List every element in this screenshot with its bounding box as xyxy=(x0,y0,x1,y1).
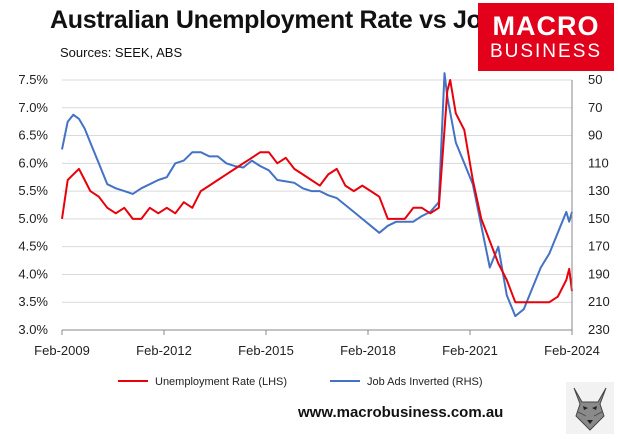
wolf-mascot-icon xyxy=(566,382,614,434)
x-tick-label: Feb-2012 xyxy=(136,343,192,358)
macrobusiness-logo: MACRO BUSINESS xyxy=(478,3,614,71)
left-tick-label: 3.5% xyxy=(18,294,48,309)
unemployment-line xyxy=(61,79,573,304)
right-tick-label: 50 xyxy=(588,72,602,87)
website-url[interactable]: www.macrobusiness.com.au xyxy=(298,404,504,421)
left-tick-label: 5.5% xyxy=(18,183,48,198)
legend: Unemployment Rate (LHS) Job Ads Inverted … xyxy=(118,376,483,388)
job-ads-line xyxy=(61,72,573,318)
logo-line-1: MACRO xyxy=(492,11,600,41)
series-layer xyxy=(61,72,573,318)
legend-label: Unemployment Rate (LHS) xyxy=(155,376,287,388)
x-tick-label: Feb-2024 xyxy=(544,343,600,358)
left-tick-label: 7.0% xyxy=(18,100,48,115)
x-tick-label: Feb-2021 xyxy=(442,343,498,358)
right-tick-label: 70 xyxy=(588,100,602,115)
right-tick-label: 110 xyxy=(588,155,609,170)
line-chart: 3.0% 3.5% 4.0% 4.5% 5.0% 5.5% 6.0% 6.5% 7.0% 7.5%… xyxy=(18,72,610,388)
right-tick-label: 190 xyxy=(588,266,610,281)
left-tick-label: 5.0% xyxy=(18,211,48,226)
chart-title: Australian Unemployment Rate vs Job Ads xyxy=(50,6,549,34)
left-tick-label: 4.0% xyxy=(18,266,48,281)
right-tick-label: 150 xyxy=(588,211,610,226)
axes xyxy=(62,80,573,331)
left-tick-label: 6.0% xyxy=(18,155,48,170)
gridlines xyxy=(62,79,572,331)
right-tick-label: 170 xyxy=(588,239,610,254)
right-tick-label: 130 xyxy=(588,183,610,198)
legend-label: Job Ads Inverted (RHS) xyxy=(367,376,483,388)
right-tick-label: 90 xyxy=(588,128,602,143)
left-tick-label: 7.5% xyxy=(18,72,48,87)
left-axis-ticks: 3.0% 3.5% 4.0% 4.5% 5.0% 5.5% 6.0% 6.5% 7.0% 7.5% xyxy=(18,72,48,337)
x-tick-label: Feb-2015 xyxy=(238,343,294,358)
left-tick-label: 4.5% xyxy=(18,239,48,254)
x-tick-label: Feb-2018 xyxy=(340,343,396,358)
right-tick-label: 210 xyxy=(588,294,610,309)
x-tick-label: Feb-2009 xyxy=(34,343,90,358)
right-axis-ticks: 50 70 90 110 130 150 170 190 210 230 xyxy=(588,72,610,337)
left-tick-label: 6.5% xyxy=(18,128,48,143)
logo-line-2: BUSINESS xyxy=(489,41,603,62)
left-tick-label: 3.0% xyxy=(18,322,48,337)
x-axis-ticks: Feb-2009 Feb-2012 Feb-2015 Feb-2018 Feb-2021… xyxy=(34,330,600,358)
chart-subtitle: Sources: SEEK, ABS xyxy=(60,45,183,60)
right-tick-label: 230 xyxy=(588,322,610,337)
